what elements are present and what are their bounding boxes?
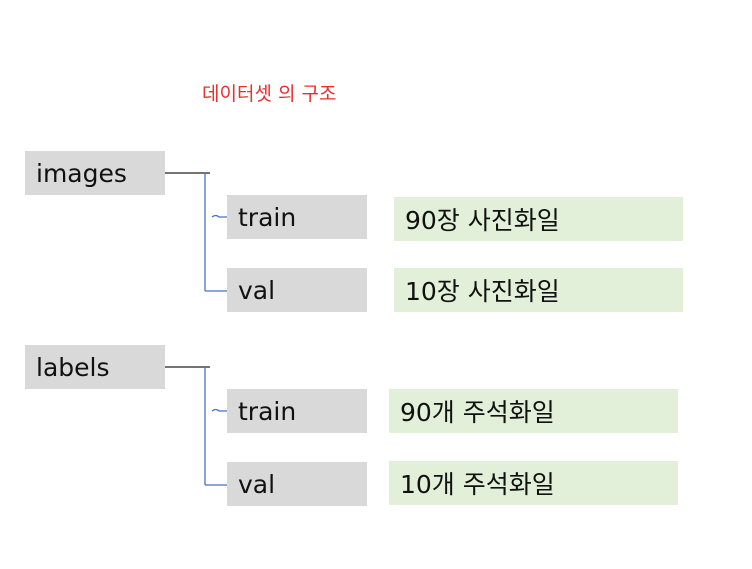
labels-folder-node: labels xyxy=(25,345,165,389)
images-connector xyxy=(165,172,227,292)
labels-val-description: 10개 주석화일 xyxy=(389,461,678,505)
images-train-description-text: 90장 사진화일 xyxy=(405,206,560,235)
images-val-description: 10장 사진화일 xyxy=(394,268,683,312)
images-train-description: 90장 사진화일 xyxy=(394,197,683,241)
labels-train-label: train xyxy=(238,396,297,426)
labels-val-label: val xyxy=(238,469,276,499)
images-val-node: val xyxy=(227,268,367,312)
labels-train-branch xyxy=(211,408,227,412)
labels-val-description-text: 10개 주석화일 xyxy=(400,470,555,499)
labels-connector xyxy=(165,366,227,486)
images-train-node: train xyxy=(227,195,367,239)
images-folder-node: images xyxy=(25,151,165,195)
images-folder-label: images xyxy=(36,158,127,188)
labels-val-node: val xyxy=(227,462,367,506)
diagram-title: 데이터셋 의 구조 xyxy=(202,83,337,105)
labels-train-node: train xyxy=(227,389,367,433)
labels-train-description-text: 90개 주석화일 xyxy=(400,398,555,427)
images-val-label: val xyxy=(238,275,276,305)
images-train-branch xyxy=(211,214,227,218)
labels-folder-label: labels xyxy=(36,352,110,382)
images-val-description-text: 10장 사진화일 xyxy=(405,277,560,306)
images-train-label: train xyxy=(238,202,297,232)
labels-train-description: 90개 주석화일 xyxy=(389,389,678,433)
